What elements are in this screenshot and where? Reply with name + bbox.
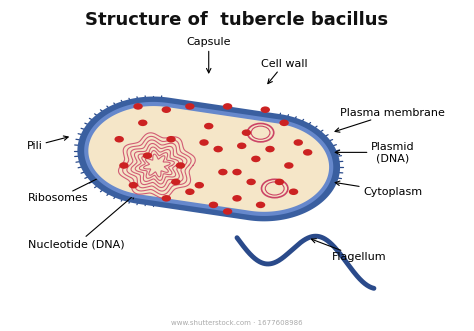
Circle shape	[237, 143, 246, 149]
Circle shape	[185, 188, 195, 195]
Circle shape	[218, 169, 228, 175]
Circle shape	[256, 202, 265, 208]
Circle shape	[195, 182, 204, 188]
Circle shape	[303, 149, 312, 156]
Text: www.shutterstock.com · 1677608986: www.shutterstock.com · 1677608986	[171, 320, 303, 326]
Circle shape	[138, 119, 147, 126]
Text: Capsule: Capsule	[186, 37, 231, 73]
Text: Nucleotide (DNA): Nucleotide (DNA)	[28, 194, 135, 249]
Circle shape	[232, 169, 242, 175]
Circle shape	[162, 107, 171, 113]
Circle shape	[119, 162, 128, 169]
Polygon shape	[91, 108, 326, 210]
Circle shape	[199, 139, 209, 146]
Circle shape	[176, 162, 185, 169]
Circle shape	[223, 208, 232, 215]
Circle shape	[143, 152, 152, 159]
Text: Pili: Pili	[27, 136, 68, 151]
Text: Cytoplasm: Cytoplasm	[335, 181, 422, 197]
Circle shape	[261, 107, 270, 113]
Circle shape	[209, 202, 218, 208]
Circle shape	[265, 146, 275, 152]
Circle shape	[242, 129, 251, 136]
Text: Plasma membrane: Plasma membrane	[335, 108, 445, 132]
Circle shape	[185, 103, 195, 110]
Circle shape	[115, 136, 124, 143]
Circle shape	[275, 179, 284, 185]
Polygon shape	[86, 104, 331, 214]
Circle shape	[232, 195, 242, 202]
Text: Structure of  tubercle bacillus: Structure of tubercle bacillus	[85, 11, 389, 29]
Text: Plasmid
(DNA): Plasmid (DNA)	[335, 142, 414, 163]
Circle shape	[133, 103, 143, 110]
Circle shape	[293, 139, 303, 146]
Circle shape	[204, 123, 213, 129]
Circle shape	[162, 195, 171, 202]
Circle shape	[128, 182, 138, 188]
Text: Ribosomes: Ribosomes	[27, 167, 120, 203]
Circle shape	[279, 119, 289, 126]
Text: Cell wall: Cell wall	[261, 59, 308, 84]
Circle shape	[166, 136, 176, 143]
Circle shape	[284, 162, 293, 169]
Circle shape	[251, 156, 261, 162]
Polygon shape	[82, 101, 336, 217]
Circle shape	[171, 179, 181, 185]
Circle shape	[289, 188, 298, 195]
Circle shape	[246, 179, 256, 185]
Text: Flagellum: Flagellum	[311, 239, 387, 262]
Circle shape	[213, 146, 223, 152]
Circle shape	[223, 103, 232, 110]
